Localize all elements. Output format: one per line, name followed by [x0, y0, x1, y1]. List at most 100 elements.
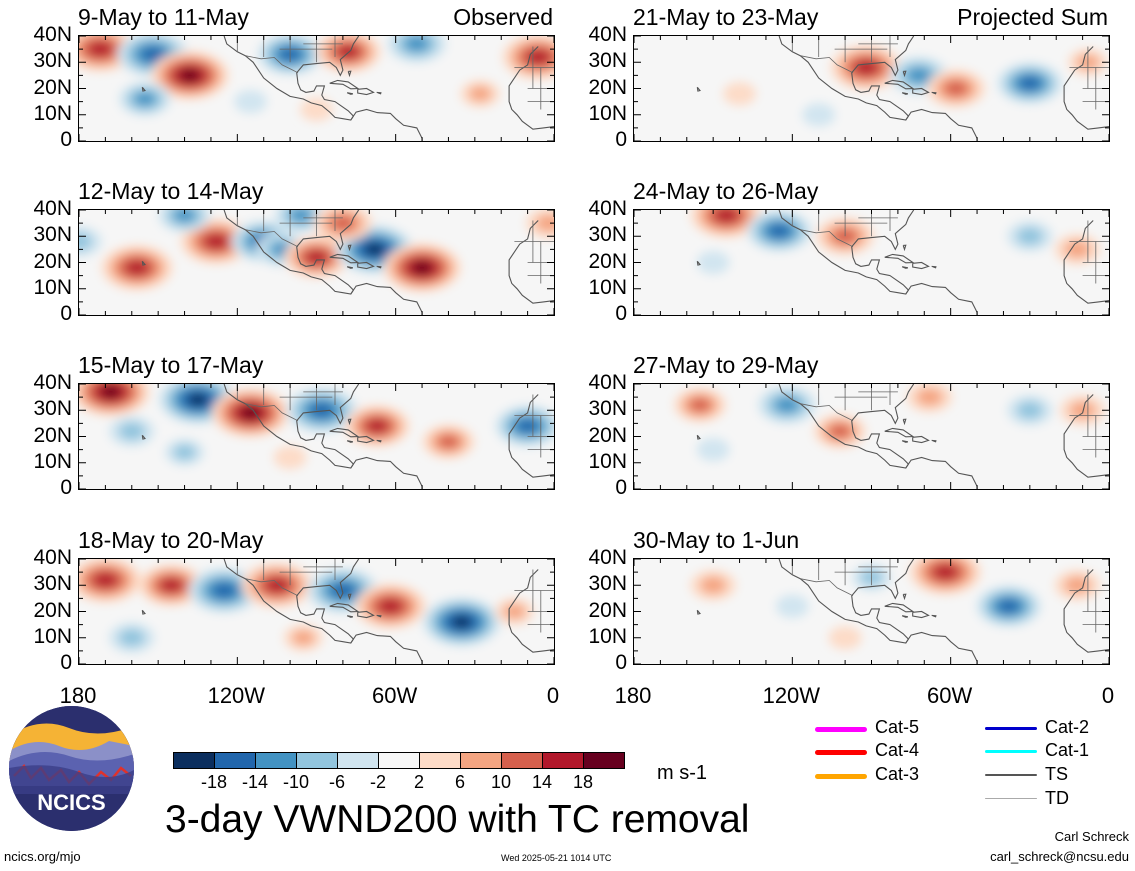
coastline [931, 614, 937, 618]
wind-contour [234, 90, 267, 114]
wind-contour [1020, 77, 1040, 90]
y-tick-label: 20N [33, 423, 72, 447]
coastline [350, 108, 423, 141]
map-panel [633, 383, 1110, 490]
coastline [912, 610, 930, 619]
coastline [905, 282, 978, 315]
colorbar-box [337, 752, 379, 769]
coastline [901, 615, 909, 618]
y-tick-label: 10N [588, 624, 627, 648]
wind-contour [118, 629, 145, 647]
coastline [329, 427, 360, 438]
wind-field [634, 210, 1109, 315]
y-tick-label: 40N [588, 546, 627, 569]
colorbar-box [296, 752, 338, 769]
colorbar-tick-label: -18 [200, 772, 227, 792]
coastline [357, 610, 375, 619]
y-tick-label: 10N [588, 275, 627, 299]
wind-contour [161, 579, 182, 592]
colorbar-box [460, 752, 502, 769]
y-tick-label: 40N [33, 371, 72, 394]
wind-contour [855, 60, 877, 75]
coastline [901, 266, 909, 269]
coastline [912, 261, 930, 270]
y-tick-label: 10N [33, 275, 72, 299]
coastline [905, 631, 978, 664]
coastline [901, 440, 909, 443]
wind-contour [916, 388, 943, 406]
wind-contour [94, 573, 117, 587]
y-tick-label: 30N [588, 397, 627, 421]
coastline [778, 559, 915, 644]
colorbar-box [501, 752, 543, 769]
x-tick-label: 120W [207, 683, 266, 708]
legend-line [815, 727, 867, 732]
coastline [778, 384, 915, 469]
coastline [347, 593, 352, 601]
figure-title: 3-day VWND200 with TC removal [165, 798, 750, 841]
coastline [376, 439, 382, 443]
wind-contour [715, 210, 738, 223]
colorbar-box [173, 752, 215, 769]
wind-contour [300, 97, 333, 122]
wind-contour [802, 103, 836, 127]
map-panel [78, 558, 555, 665]
y-tick-label: 20N [33, 75, 72, 99]
wind-contour [79, 232, 92, 251]
wind-contour [998, 600, 1019, 613]
wind-field [634, 36, 1109, 141]
legend-label: Cat-5 [875, 717, 920, 737]
y-tick-label: 40N [588, 23, 627, 46]
wind-contour [290, 210, 311, 222]
x-tick-label: 60W [927, 683, 973, 708]
x-tick-label: 60W [372, 683, 418, 708]
coastline [347, 418, 352, 426]
y-tick-label: 40N [33, 197, 72, 220]
coastline [347, 244, 352, 252]
wind-contour [934, 565, 957, 579]
wind-contour [517, 419, 538, 433]
y-tick-label: 10N [33, 449, 72, 473]
border-line [245, 403, 299, 422]
panel-title: 27-May to 29-May [633, 352, 819, 378]
map-panel [78, 383, 555, 490]
wind-contour [527, 50, 549, 64]
y-tick-label: 20N [588, 598, 627, 622]
coastline [141, 260, 146, 266]
y-tick-label: 20N [33, 598, 72, 622]
legend-label: Cat-2 [1045, 717, 1090, 737]
wind-contour [213, 583, 235, 598]
coastline [884, 427, 915, 438]
y-tick-label: 0 [60, 128, 72, 151]
coastline [902, 244, 907, 252]
coastline [357, 261, 375, 270]
map-panel [633, 209, 1110, 316]
map-panel [633, 558, 1110, 665]
coastline [902, 593, 907, 601]
wind-contour [379, 599, 402, 614]
wind-contour [700, 576, 727, 594]
coastline [346, 266, 354, 269]
border-line [245, 578, 299, 597]
wind-field [79, 559, 554, 664]
x-tick-label: 0 [1101, 683, 1115, 708]
coastline [696, 86, 701, 92]
wind-contour [469, 86, 492, 102]
coastline [350, 456, 423, 489]
site-url: ncics.org/mjo [4, 849, 81, 864]
wind-contour [775, 594, 809, 618]
wind-contour [365, 243, 385, 256]
legend-label: Cat-4 [875, 740, 920, 760]
coastline [884, 253, 915, 264]
wind-contour [142, 47, 164, 62]
colorbar-tick-label: 14 [531, 772, 553, 792]
units-label: m s-1 [657, 762, 707, 784]
wind-contour [180, 69, 200, 82]
coastline [346, 615, 354, 618]
y-tick-label: 40N [33, 546, 72, 569]
y-tick-label: 10N [33, 101, 72, 125]
y-tick-label: 40N [33, 23, 72, 46]
colorbar-box [542, 752, 584, 769]
x-tick-label: 0 [546, 683, 560, 708]
y-tick-label: 0 [615, 128, 627, 151]
